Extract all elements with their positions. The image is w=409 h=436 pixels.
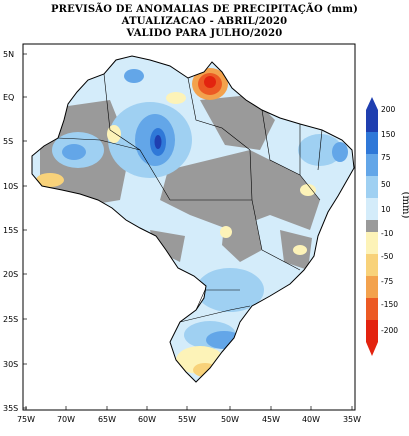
lat-label: 10S: [3, 182, 18, 191]
colorbar-swatch: [366, 320, 378, 342]
colorbar-arrow-top: [366, 97, 378, 110]
colorbar-label: -75: [381, 277, 393, 286]
update-subtitle: ATUALIZACAO - ABRIL/2020: [121, 16, 288, 27]
map-title: PREVISÃO DE ANOMALIAS DE PRECIPITAÇÃO (m…: [50, 4, 359, 15]
colorbar-label: -150: [381, 300, 398, 309]
colorbar-arrow-bottom: [366, 342, 378, 356]
colorbar-swatch: [366, 110, 378, 132]
lat-label: 15S: [3, 226, 18, 235]
colorbar-label: -200: [381, 326, 398, 335]
colorbar-swatch: [366, 154, 378, 176]
colorbar-swatch: [366, 276, 378, 298]
axis-ticks: [23, 53, 353, 410]
lon-label: 40W: [302, 415, 320, 424]
colorbar-label: 50: [381, 180, 391, 189]
colorbar-label: 150: [381, 130, 396, 139]
lon-label: 60W: [138, 415, 156, 424]
colorbar-unit: (mm): [400, 192, 409, 219]
state-borders: [57, 73, 323, 323]
lat-label: EQ: [3, 93, 14, 102]
lat-label: 30S: [3, 360, 18, 369]
colorbar-swatch: [366, 232, 378, 254]
colorbar-swatch: [366, 176, 378, 198]
colorbar-label: -50: [381, 252, 393, 261]
lon-label: 35W: [343, 415, 361, 424]
lat-label: 35S: [3, 404, 18, 413]
colorbar-label: -10: [381, 229, 393, 238]
lon-label: 45W: [262, 415, 280, 424]
colorbar-swatch: [366, 298, 378, 320]
lat-label: 5N: [3, 50, 14, 59]
valid-subtitle: VALIDO PARA JULHO/2020: [126, 28, 283, 39]
lat-label: 5S: [3, 137, 13, 146]
colorbar-swatch: [366, 132, 378, 154]
lon-label: 50W: [221, 415, 239, 424]
colorbar-label: 10: [381, 205, 391, 214]
lon-label: 65W: [98, 415, 116, 424]
colorbar-swatch: [366, 254, 378, 276]
lon-label: 70W: [57, 415, 75, 424]
lon-label: 55W: [178, 415, 196, 424]
colorbar-label: 200: [381, 105, 396, 114]
lon-label: 75W: [17, 415, 35, 424]
colorbar-swatch: [366, 198, 378, 220]
colorbar-swatch: [366, 220, 378, 232]
colorbar-label: 75: [381, 153, 391, 162]
lat-label: 25S: [3, 315, 18, 324]
lat-label: 20S: [3, 270, 18, 279]
colorbar: [366, 97, 378, 356]
